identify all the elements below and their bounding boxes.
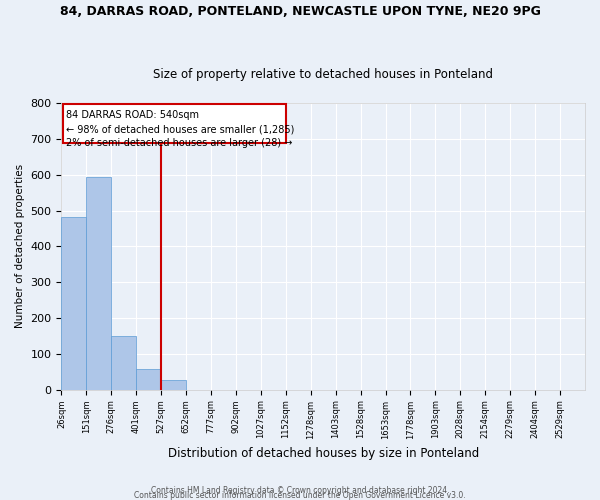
- Y-axis label: Number of detached properties: Number of detached properties: [15, 164, 25, 328]
- Text: 84 DARRAS ROAD: 540sqm
← 98% of detached houses are smaller (1,285)
2% of semi-d: 84 DARRAS ROAD: 540sqm ← 98% of detached…: [67, 110, 295, 148]
- Text: Contains HM Land Registry data © Crown copyright and database right 2024.: Contains HM Land Registry data © Crown c…: [151, 486, 449, 495]
- Bar: [111, 336, 136, 390]
- Bar: [161, 380, 186, 390]
- Bar: [136, 370, 161, 390]
- Bar: [61, 217, 86, 390]
- X-axis label: Distribution of detached houses by size in Ponteland: Distribution of detached houses by size …: [167, 447, 479, 460]
- Text: 84, DARRAS ROAD, PONTELAND, NEWCASTLE UPON TYNE, NE20 9PG: 84, DARRAS ROAD, PONTELAND, NEWCASTLE UP…: [59, 5, 541, 18]
- Text: Contains public sector information licensed under the Open Government Licence v3: Contains public sector information licen…: [134, 491, 466, 500]
- FancyBboxPatch shape: [62, 104, 286, 143]
- Title: Size of property relative to detached houses in Ponteland: Size of property relative to detached ho…: [153, 68, 493, 81]
- Bar: [86, 177, 111, 390]
